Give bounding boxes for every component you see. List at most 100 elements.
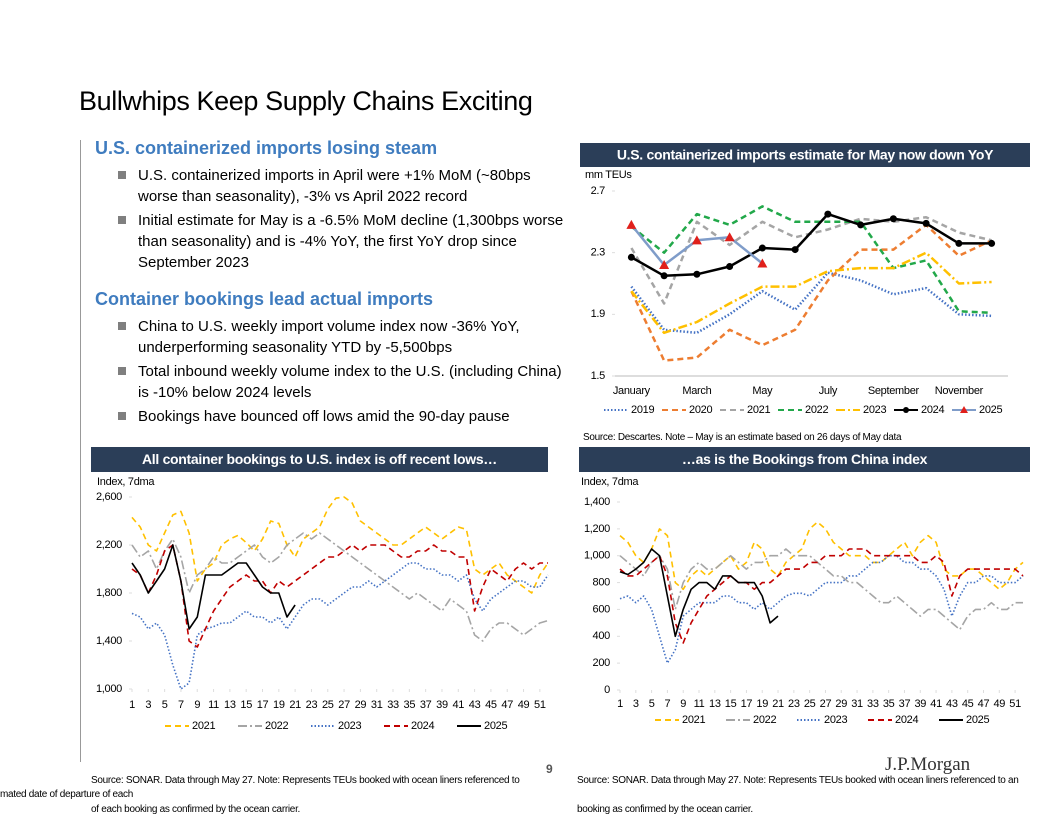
x-tick-label: 43 [946,698,958,710]
section-heading: U.S. containerized imports losing steam [95,138,438,158]
y-axis-label: mm TEUs [585,169,632,181]
x-tick-label: 51 [1009,698,1021,710]
x-tick-label: 45 [485,699,497,711]
marker [660,272,668,280]
legend-label: 2021 [682,714,705,726]
x-tick-label: 45 [962,698,974,710]
x-tick-label: 39 [436,699,448,711]
legend-label: 2022 [753,714,776,726]
bullet: U.S. containerized imports in April were… [95,165,565,207]
x-tick-label: 1 [129,699,135,711]
x-tick-label: 9 [194,699,200,711]
chart-title: U.S. containerized imports estimate for … [617,147,994,163]
x-tick-label: 37 [899,698,911,710]
slide-title: Bullwhips Keep Supply Chains Exciting [79,86,533,116]
bullet: Total inbound weekly volume index to the… [95,361,565,403]
series-line [131,532,549,642]
x-tick-label: 19 [756,698,768,710]
legend-label: 2025 [966,714,989,726]
y-tick-label: 2.7 [591,185,606,197]
x-tick-label: 29 [835,698,847,710]
y-tick-label: 1,400 [96,635,122,647]
y-tick-label: 2.3 [591,247,606,259]
divider [80,140,81,762]
y-tick-label: 1,400 [584,496,610,508]
x-tick-label: 41 [930,698,942,710]
x-tick-label: 3 [145,699,151,711]
text-column: U.S. containerized imports losing steam … [95,138,565,430]
x-tick-label: 33 [867,698,879,710]
marker [922,219,930,227]
legend-label: 2021 [747,404,770,416]
series-line [630,271,992,335]
x-tick-label: 19 [273,699,285,711]
chart-title-bar [580,143,1030,167]
y-tick-label: 0 [604,684,610,696]
source-note: Source: SONAR. Data through May 27. Note… [577,775,1019,786]
series-line [131,544,548,648]
x-tick-label: 47 [501,699,513,711]
y-tick-label: 600 [593,603,611,615]
x-tick-label: 31 [851,698,863,710]
marker [955,239,963,247]
legend-marker [903,407,909,413]
y-tick-label: 1.5 [591,370,606,382]
chart-title: …as is the Bookings from China index [682,451,928,467]
x-tick-label: 15 [725,698,737,710]
x-tick-label: 21 [772,698,784,710]
marker [626,219,637,229]
x-tick-label: 11 [694,698,705,710]
x-tick-label: 23 [788,698,800,710]
legend-label: 2024 [921,404,944,416]
series-line [619,521,1024,591]
x-tick-label: 13 [709,698,721,710]
x-tick-label: 43 [469,699,481,711]
page-number: 9 [546,762,553,776]
x-tick-label: 21 [289,699,301,711]
x-tick-label: 49 [993,698,1005,710]
series-line [131,562,549,690]
series-line [630,223,993,362]
legend-label: 2022 [265,720,288,732]
series-line [619,554,1024,664]
series-line [131,496,549,594]
series-line [131,544,296,630]
chart-title-bar [579,447,1030,472]
marker [693,270,701,278]
y-axis-label: Index, 7dma [97,476,155,488]
y-tick-label: 2,200 [96,539,122,551]
x-tick-label: 7 [178,699,184,711]
y-tick-label: 200 [593,657,611,669]
x-tick-label: 27 [338,699,350,711]
x-tick-label: 29 [355,699,367,711]
x-tick-label: 5 [162,699,168,711]
x-tick-label: 35 [404,699,416,711]
legend-label: 2024 [895,714,918,726]
series-line [630,212,992,278]
x-tick-label: 17 [741,698,753,710]
x-tick-label: 33 [387,699,399,711]
legend-label: 2023 [863,404,886,416]
bullet: Bookings have bounced off lows amid the … [95,406,565,427]
marker [988,239,996,247]
legend-label: 2025 [979,404,1002,416]
marker [627,253,635,261]
y-tick-label: 400 [593,630,611,642]
x-tick-label: July [819,385,838,397]
legend-label: 2022 [805,404,828,416]
x-tick-label: September [868,385,920,397]
x-tick-label: November [935,385,984,397]
x-tick-label: 9 [680,698,686,710]
source-note: mated date of departure of each [0,789,134,800]
series-line [630,251,992,335]
legend-label: 2024 [411,720,434,732]
marker [724,232,735,242]
x-tick-label: 15 [240,699,252,711]
x-tick-label: 35 [883,698,895,710]
section-heading: Container bookings lead actual imports [95,289,434,309]
bullet: China to U.S. weekly import volume index… [95,316,565,358]
chart-title: All container bookings to U.S. index is … [142,451,497,467]
x-tick-label: 23 [306,699,318,711]
